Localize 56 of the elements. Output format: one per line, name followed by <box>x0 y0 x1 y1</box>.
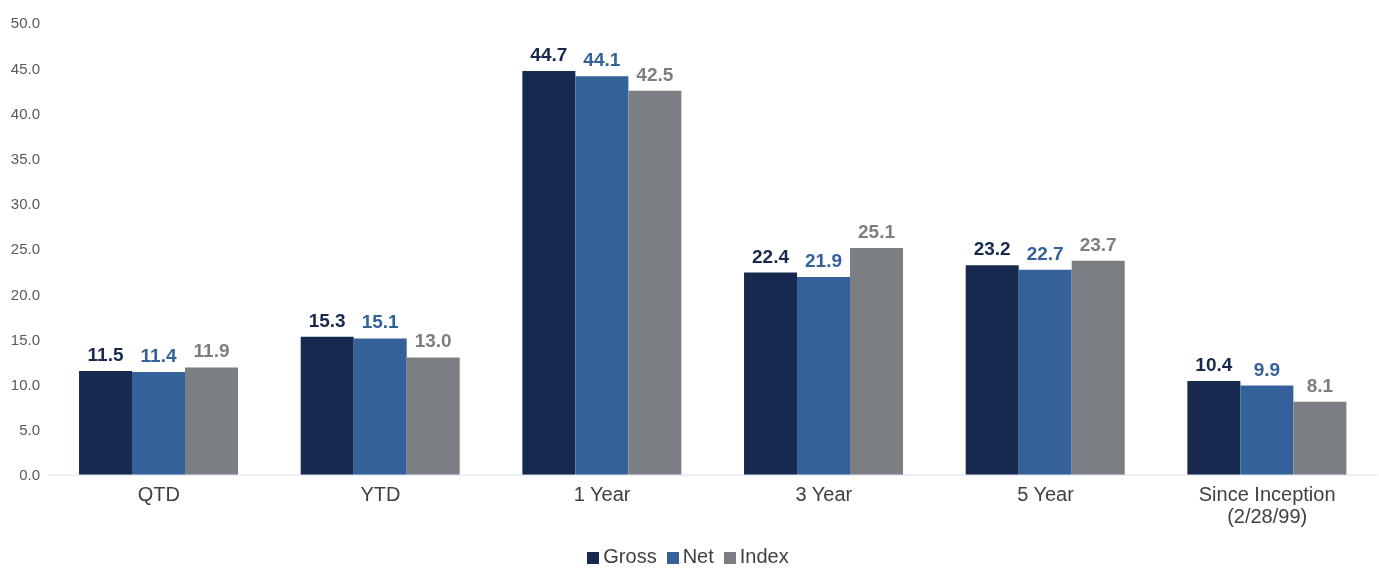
data-label: 22.4 <box>752 245 790 267</box>
data-label: 42.5 <box>636 63 674 85</box>
bar <box>185 367 239 475</box>
bar <box>575 76 629 475</box>
bar <box>406 357 460 475</box>
data-label: 8.1 <box>1306 374 1334 396</box>
data-label: 23.2 <box>973 238 1011 260</box>
legend-label: Gross <box>603 545 657 567</box>
y-tick-label: 25.0 <box>10 240 40 258</box>
data-label: 44.1 <box>583 49 621 71</box>
x-tick-label: 5 Year <box>1017 483 1075 505</box>
bar <box>1240 385 1294 475</box>
data-label: 23.7 <box>1079 233 1117 255</box>
x-tick-label: QTD <box>137 483 180 505</box>
data-label: 44.7 <box>530 43 568 65</box>
x-tick-label: 1 Year <box>573 483 631 505</box>
bar <box>628 90 682 475</box>
y-tick-label: 35.0 <box>10 149 40 167</box>
y-tick-label: 40.0 <box>10 104 40 122</box>
data-label: 13.0 <box>414 330 452 352</box>
data-label: 9.9 <box>1253 358 1281 380</box>
bar <box>1018 269 1072 475</box>
y-tick-label: 20.0 <box>10 285 40 303</box>
y-tick-label: 50.0 <box>10 14 40 32</box>
bar <box>1187 380 1241 475</box>
y-tick-label: 30.0 <box>10 195 40 213</box>
legend-label: Net <box>682 545 714 567</box>
bar <box>744 272 798 475</box>
data-label: 10.4 <box>1195 353 1233 375</box>
y-tick-label: 15.0 <box>10 330 40 348</box>
y-tick-label: 10.0 <box>10 375 40 393</box>
x-tick-label: YTD <box>360 483 401 505</box>
y-tick-label: 0.0 <box>19 466 40 484</box>
data-label: 15.1 <box>361 311 400 333</box>
data-label: 25.1 <box>858 221 896 243</box>
data-label: 22.7 <box>1026 242 1064 264</box>
legend-label: Index <box>739 545 789 567</box>
bar <box>850 248 904 475</box>
data-label: 11.9 <box>193 340 230 362</box>
bar <box>1293 401 1347 475</box>
bar <box>522 70 576 475</box>
y-tick-label: 45.0 <box>10 59 40 77</box>
y-tick-label: 5.0 <box>19 421 40 439</box>
x-tick-label: 3 Year <box>795 483 853 505</box>
bar <box>965 265 1019 475</box>
bar <box>797 277 851 475</box>
bar <box>300 336 354 475</box>
bar <box>79 371 133 475</box>
data-label: 11.5 <box>87 344 124 366</box>
bar <box>353 338 407 475</box>
bar <box>1071 260 1125 475</box>
x-tick-label: Since Inception (2/28/99) <box>1198 483 1336 527</box>
bar <box>132 371 186 475</box>
data-label: 11.4 <box>140 344 177 366</box>
data-label: 21.9 <box>805 250 843 272</box>
data-label: 15.3 <box>308 309 346 331</box>
